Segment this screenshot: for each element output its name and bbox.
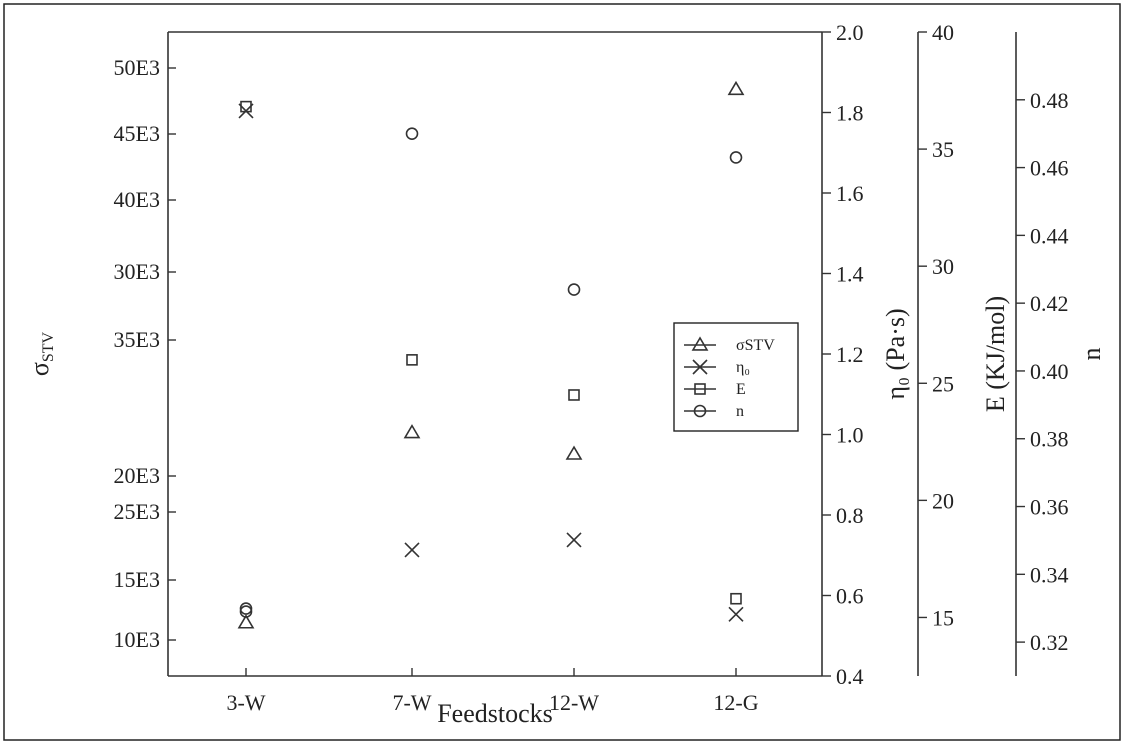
e-tick-label: 35: [932, 137, 954, 162]
n-tick-label: 0.46: [1030, 156, 1069, 181]
x-tick-label: 12-G: [713, 690, 758, 715]
point-triangle: [237, 614, 255, 629]
e-tick-label: 40: [932, 20, 954, 45]
point-triangle: [727, 80, 745, 96]
sigma-tick-label: 35E3: [114, 327, 160, 352]
sigma-tick-label: 15E3: [114, 567, 160, 592]
x-tick-label: 3-W: [226, 690, 265, 715]
point-square: [568, 389, 580, 401]
n-tick-label: 0.44: [1030, 223, 1069, 248]
point-circle: [405, 127, 419, 140]
point-x: [404, 542, 420, 558]
e-tick-label: 25: [932, 371, 954, 396]
eta-tick-label: 1.6: [836, 181, 864, 206]
point-circle: [239, 602, 253, 615]
eta-tick-label: 1.8: [836, 101, 864, 126]
eta-axis-label: η₀ (Pa·s): [881, 308, 910, 399]
legend-label: E: [736, 381, 746, 398]
point-square: [730, 592, 742, 605]
n-tick-label: 0.36: [1030, 495, 1069, 520]
sigma-tick-label: 45E3: [114, 121, 160, 146]
legend-label: σSTV: [736, 337, 775, 354]
e-axis-label: E (KJ/mol): [981, 296, 1010, 412]
legend-label: η₀: [736, 359, 750, 376]
point-square: [240, 100, 252, 113]
eta-tick-label: 0.4: [836, 664, 864, 689]
sigma-tick-label: 25E3: [114, 499, 160, 524]
e-tick-label: 15: [932, 605, 954, 630]
sigma-tick-label: 20E3: [114, 463, 160, 488]
point-x: [566, 532, 582, 548]
point-square: [406, 354, 418, 366]
outer-border: [3, 3, 1121, 741]
point-circle: [729, 151, 743, 164]
legend-marker-square: [694, 383, 706, 395]
n-tick-label: 0.38: [1030, 427, 1069, 452]
n-tick-label: 0.40: [1030, 359, 1069, 384]
sigma-tick-label: 10E3: [114, 627, 160, 652]
x-tick-label: 7-W: [392, 690, 431, 715]
eta-tick-label: 1.4: [836, 262, 864, 287]
n-tick-label: 0.34: [1030, 562, 1069, 587]
n-tick-label: 0.32: [1030, 630, 1069, 655]
legend-marker-x: [692, 359, 708, 375]
eta-tick-label: 1.2: [836, 342, 864, 367]
legend-label: n: [736, 403, 744, 420]
sigma-tick-label: 50E3: [114, 55, 160, 80]
x-axis-label: Feedstocks: [437, 699, 553, 728]
n-axis-label: n: [1077, 348, 1106, 361]
point-triangle: [565, 445, 583, 460]
point-x: [728, 606, 744, 622]
point-triangle: [403, 424, 421, 439]
sigma-axis-label: σSTV: [25, 331, 57, 376]
e-tick-label: 20: [932, 488, 954, 513]
sigma-tick-label: 30E3: [114, 259, 160, 284]
eta-tick-label: 2.0: [836, 20, 864, 45]
x-tick-label: 12-W: [549, 690, 599, 715]
e-tick-label: 30: [932, 254, 954, 279]
eta-tick-label: 0.6: [836, 584, 864, 609]
n-tick-label: 0.42: [1030, 291, 1069, 316]
legend-marker-circle: [693, 404, 707, 418]
n-tick-label: 0.48: [1030, 88, 1069, 113]
eta-tick-label: 0.8: [836, 503, 864, 528]
point-circle: [567, 283, 581, 296]
sigma-tick-label: 40E3: [114, 187, 160, 212]
legend-marker-triangle: [691, 336, 709, 351]
eta-tick-label: 1.0: [836, 423, 864, 448]
